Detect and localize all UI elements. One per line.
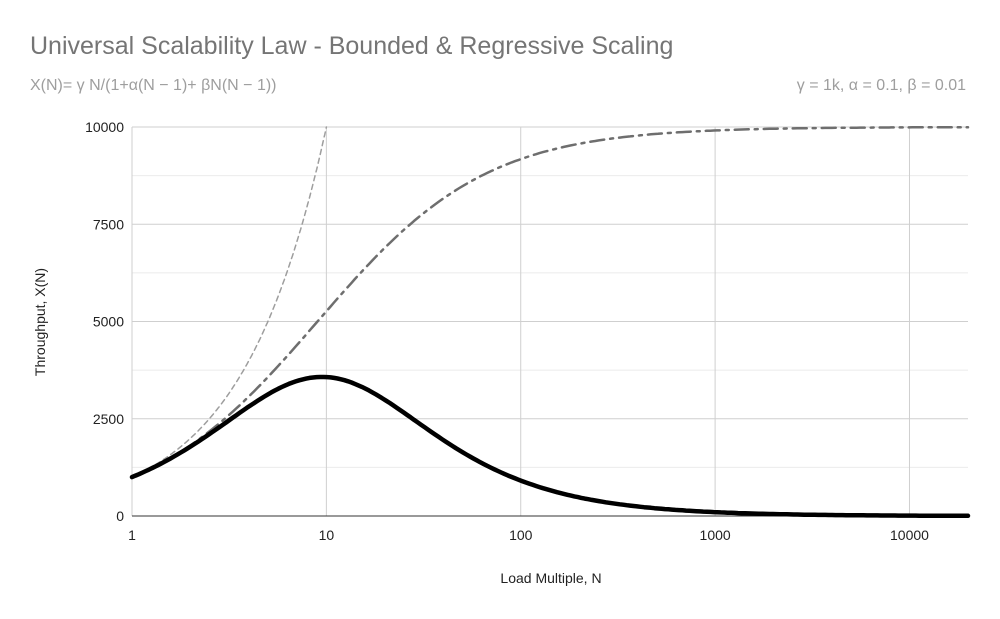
chart-parameters-label: γ = 1k, α = 0.1, β = 0.01: [796, 77, 966, 94]
y-tick-label: 0: [116, 508, 124, 524]
x-tick-label: 100: [509, 527, 533, 543]
y-tick-label: 7500: [93, 216, 124, 232]
grid-lines: [131, 126, 968, 517]
tick-labels: 0 2500 5000 7500 10000 1 10 100 1000 10000: [85, 119, 929, 543]
y-tick-label: 2500: [93, 411, 124, 427]
y-axis-label: Throughput, X(N): [32, 268, 48, 376]
y-tick-label: 5000: [93, 314, 124, 330]
x-tick-label: 10: [319, 527, 335, 543]
x-tick-label: 1000: [700, 527, 731, 543]
x-axis-label: Load Multiple, N: [500, 570, 601, 586]
series-lines: [129, 125, 971, 519]
x-tick-label: 1: [128, 527, 136, 543]
y-tick-label: 10000: [85, 119, 124, 135]
series-line-dashed: [131, 126, 328, 478]
series-line-dashdot: [130, 125, 970, 479]
chart-title: Universal Scalability Law - Bounded & Re…: [30, 32, 674, 60]
x-tick-label: 10000: [890, 527, 929, 543]
chart-subtitle-formula: X(N)= γ N/(1+α(N − 1)+ βN(N − 1)): [30, 77, 277, 94]
series-line-solid: [129, 374, 971, 519]
